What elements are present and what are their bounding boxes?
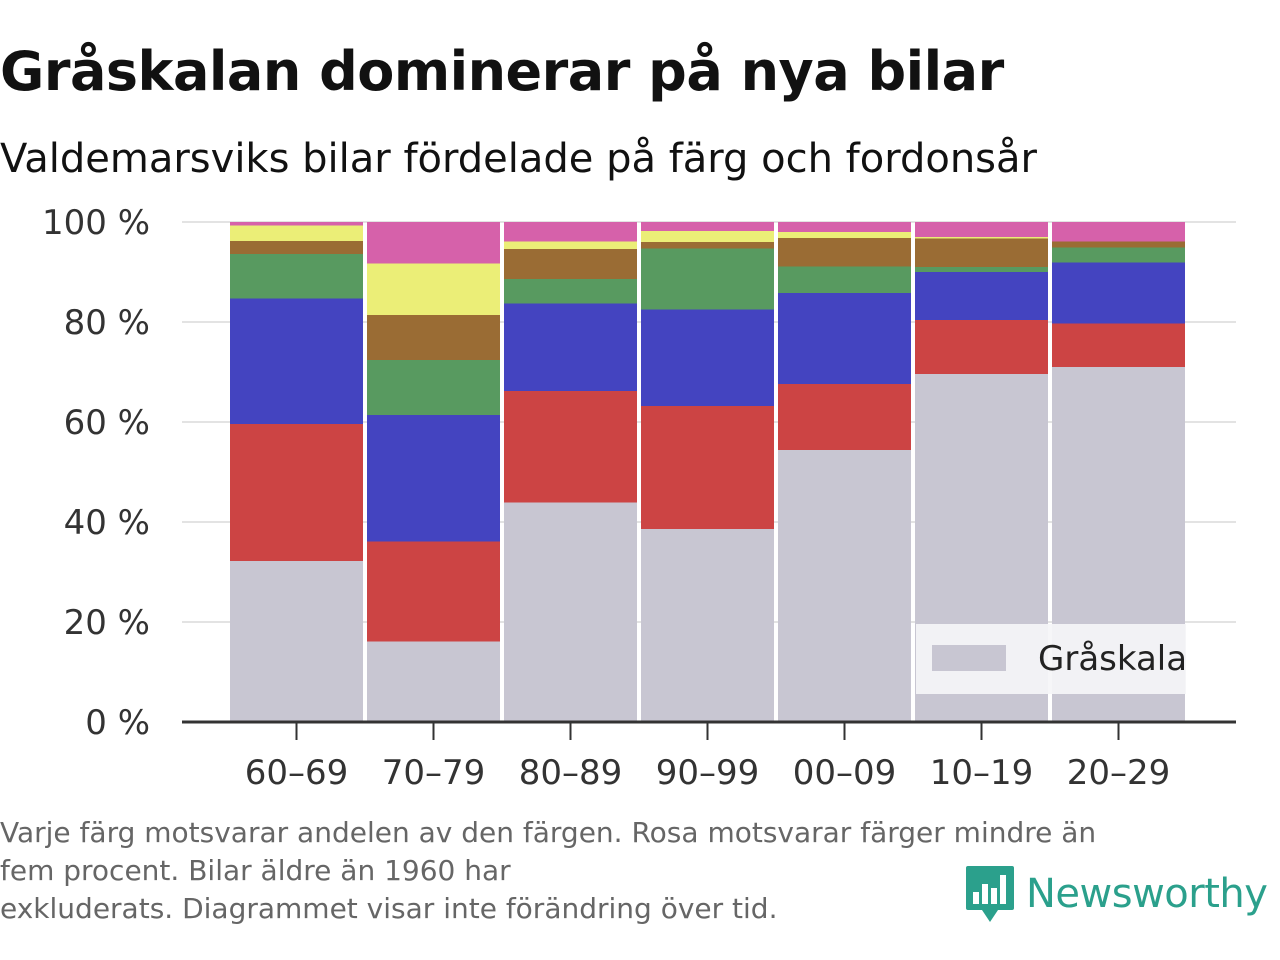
- bar-segment-grayscale: [504, 502, 637, 722]
- footnote: Varje färg motsvarar andelen av den färg…: [0, 814, 1250, 928]
- bar-segment-color-3: [367, 360, 500, 415]
- bar-segment-color-5: [230, 225, 363, 241]
- bar-segment-color-3: [778, 266, 911, 293]
- chart-title: Gråskalan dominerar på nya bilar: [0, 40, 1004, 103]
- bar-segment-color-5: [641, 231, 774, 242]
- bar-segment-grayscale: [367, 641, 500, 722]
- newsworthy-logo: Newsworthy: [964, 864, 1268, 924]
- bar-segment-color-6: [778, 222, 911, 232]
- bar-segment-color-1: [367, 541, 500, 642]
- bar-segment-color-2: [641, 309, 774, 406]
- bar-segment-color-6: [367, 222, 500, 264]
- bar-segment-color-1: [230, 424, 363, 561]
- bar-segment-color-3: [915, 267, 1048, 272]
- bar-chart-speech-bubble-icon: [966, 866, 1014, 922]
- y-tick-label: 80 %: [64, 303, 150, 343]
- x-tick-label: 70–79: [382, 753, 486, 793]
- footnote-line-3: exkluderats. Diagrammet visar inte förän…: [0, 892, 778, 925]
- bar-segment-color-3: [1052, 247, 1185, 263]
- bar-segment-color-5: [915, 237, 1048, 239]
- bar-segment-grayscale: [778, 450, 911, 722]
- bar-segment-color-4: [778, 238, 911, 267]
- y-tick-label: 40 %: [64, 503, 150, 543]
- bar-segment-color-1: [641, 406, 774, 529]
- bar-segment-color-6: [504, 222, 637, 242]
- stacked-bar-chart: 0 % 20 % 40 % 60 % 80 % 100 % 60–69 70–79 80–89 9…: [42, 203, 1236, 793]
- chart-subtitle: Valdemarsviks bilar fördelade på färg oc…: [0, 136, 1037, 182]
- bar-segment-color-1: [915, 320, 1048, 374]
- bar-segment-color-4: [1052, 241, 1185, 248]
- legend-label: Gråskala: [1038, 639, 1187, 679]
- bar-segment-color-4: [367, 315, 500, 360]
- y-tick-label: 60 %: [64, 403, 150, 443]
- footnote-line-2: fem procent. Bilar äldre än 1960 har: [0, 854, 511, 887]
- legend-swatch: [932, 645, 1006, 671]
- bar-segment-color-4: [915, 238, 1048, 267]
- bar-segment-color-2: [230, 298, 363, 424]
- bar-segment-color-4: [230, 241, 363, 254]
- x-tick-label: 20–29: [1067, 753, 1171, 793]
- bar-segment-color-2: [778, 293, 911, 384]
- x-tick-label: 10–19: [930, 753, 1034, 793]
- bar-segment-color-1: [504, 391, 637, 503]
- x-tick-label: 80–89: [519, 753, 623, 793]
- bar-segment-color-1: [1052, 323, 1185, 367]
- y-tick-label: 100 %: [42, 203, 150, 243]
- bar-segment-grayscale: [230, 561, 363, 722]
- bar-segment-color-6: [915, 222, 1048, 237]
- bar-segment-color-5: [778, 232, 911, 238]
- bar-segment-color-4: [641, 242, 774, 249]
- bar-segment-color-3: [504, 279, 637, 304]
- bar-segment-color-2: [1052, 262, 1185, 324]
- footnote-line-1: Varje färg motsvarar andelen av den färg…: [0, 816, 1097, 849]
- bar-segment-color-2: [504, 303, 637, 391]
- bar-segment-color-6: [230, 222, 363, 226]
- x-tick-label: 60–69: [245, 753, 349, 793]
- y-tick-label: 20 %: [64, 603, 150, 643]
- bar-segment-color-3: [641, 248, 774, 310]
- bar-segment-color-4: [504, 249, 637, 279]
- bar-segment-grayscale: [641, 529, 774, 722]
- x-tick-label: 90–99: [656, 753, 760, 793]
- brand-name: Newsworthy: [1026, 871, 1268, 917]
- bar-segment-color-2: [367, 415, 500, 542]
- bar-segment-color-5: [504, 241, 637, 249]
- bar-segment-color-5: [367, 263, 500, 315]
- bar-segment-color-6: [1052, 222, 1185, 242]
- y-tick-label: 0 %: [85, 703, 150, 743]
- bar-segment-color-6: [641, 222, 774, 231]
- bar-segment-color-1: [778, 384, 911, 450]
- x-tick-label: 00–09: [793, 753, 897, 793]
- bar-segment-color-3: [230, 254, 363, 299]
- bar-segment-color-2: [915, 272, 1048, 320]
